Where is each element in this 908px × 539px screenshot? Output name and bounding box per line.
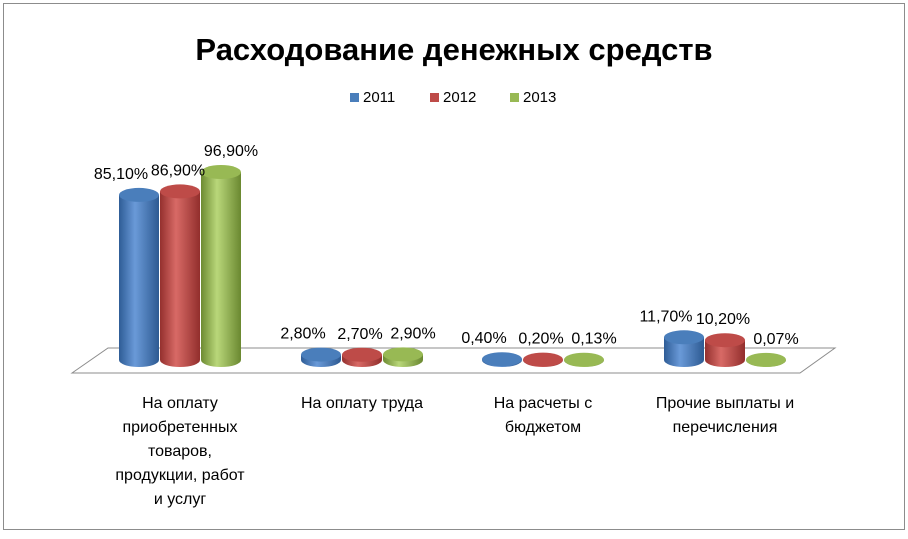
data-label: 96,90% <box>204 143 258 160</box>
category-label: На оплату труда <box>301 395 423 412</box>
bar-2012-2 <box>523 352 563 367</box>
data-label: 10,20% <box>696 311 750 328</box>
legend-swatch-2012 <box>430 93 439 102</box>
bar-2013-3 <box>746 352 786 367</box>
bar-body <box>201 172 241 367</box>
legend: 2011 2012 2013 <box>350 89 556 106</box>
data-label: 0,40% <box>461 330 506 347</box>
chart-title: Расходование денежных средств <box>195 32 712 67</box>
category-label: продукции, работ <box>115 467 245 484</box>
bar-2013-1 <box>383 347 423 367</box>
bar-top <box>564 352 604 367</box>
category-label: бюджетом <box>505 419 581 436</box>
bar-top <box>482 352 522 367</box>
bar-2013-2 <box>564 352 604 367</box>
data-label: 86,90% <box>151 162 205 179</box>
bar-top <box>523 352 563 367</box>
bar-top <box>201 165 241 180</box>
bar-body <box>664 337 704 367</box>
data-label: 85,10% <box>94 166 148 183</box>
bar-2013-0 <box>201 165 241 367</box>
category-label: На оплату <box>142 395 218 412</box>
bar-2011-3 <box>664 330 704 367</box>
category-label: На расчеты с <box>494 395 593 412</box>
data-label: 0,07% <box>753 331 798 348</box>
data-label: 2,90% <box>390 325 435 342</box>
data-label: 2,70% <box>337 326 382 343</box>
bar-2011-1 <box>301 347 341 367</box>
category-label: приобретенных <box>122 419 237 436</box>
bar-top <box>119 187 159 202</box>
bar-2011-2 <box>482 352 522 367</box>
bar-body <box>119 194 159 367</box>
legend-label-2012: 2012 <box>443 89 476 106</box>
data-label: 11,70% <box>639 308 692 325</box>
legend-label-2011: 2011 <box>363 89 395 106</box>
category-label: Прочие выплаты и <box>656 395 794 412</box>
category-label: перечисления <box>673 419 778 436</box>
bar-top <box>342 347 382 362</box>
bar-top <box>746 352 786 367</box>
data-label: 0,13% <box>571 331 616 348</box>
bar-2012-0 <box>160 184 200 367</box>
bar-top <box>383 347 423 362</box>
bar-top <box>705 333 745 348</box>
legend-swatch-2013 <box>510 93 519 102</box>
data-label: 0,20% <box>518 331 563 348</box>
bar-body <box>705 340 745 367</box>
legend-label-2013: 2013 <box>523 89 556 106</box>
bar-body <box>160 191 200 367</box>
category-label: и услуг <box>154 491 207 508</box>
bar-top <box>160 184 200 199</box>
bar-2012-3 <box>705 333 745 367</box>
category-label: товаров, <box>148 443 212 460</box>
bar-2012-1 <box>342 347 382 367</box>
bar-top <box>301 347 341 362</box>
data-label: 2,80% <box>280 326 325 343</box>
floor-plane <box>70 347 837 374</box>
bar-top <box>664 330 704 345</box>
legend-swatch-2011 <box>350 93 359 102</box>
bar-2011-0 <box>119 187 159 367</box>
